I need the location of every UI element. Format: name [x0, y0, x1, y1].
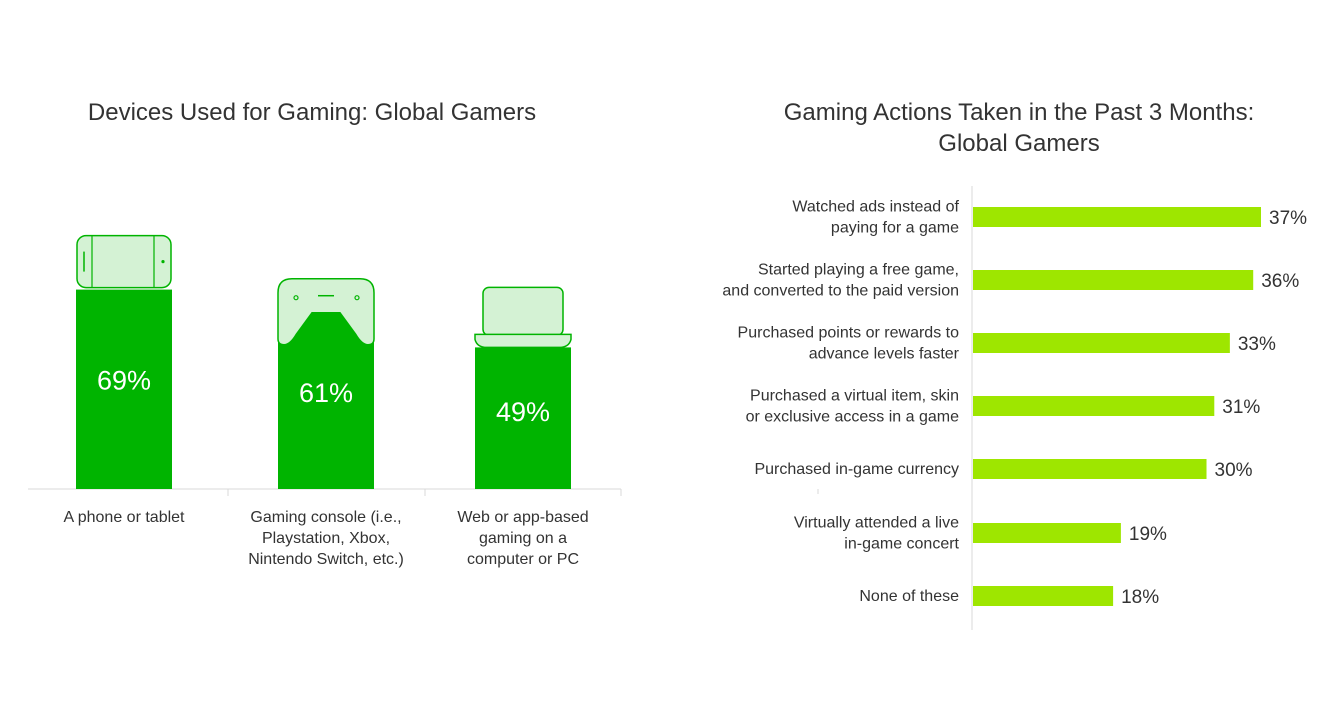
- device-bar: [475, 347, 571, 489]
- devices-chart-title: Devices Used for Gaming: Global Gamers: [88, 99, 536, 126]
- phone-icon: [76, 234, 172, 289]
- device-bar: [278, 312, 374, 489]
- actions-chart-title: Gaming Actions Taken in the Past 3 Month…: [784, 99, 1254, 157]
- action-bar: [973, 523, 1121, 543]
- device-bar-value: 49%: [496, 397, 550, 427]
- action-bar: [973, 270, 1254, 290]
- action-bar-value: 18%: [1121, 587, 1159, 608]
- device-bar-value: 61%: [299, 378, 353, 408]
- action-category-label: Purchased in-game currency: [754, 461, 959, 478]
- actions-chart: Gaming Actions Taken in the Past 3 Month…: [722, 99, 1307, 630]
- action-category-label: Purchased points or rewards to advance le…: [738, 325, 960, 363]
- action-category-label: Started playing a free game, and converte…: [722, 262, 959, 300]
- devices-chart: Devices Used for Gaming: Global Gamers 6…: [28, 99, 622, 568]
- action-category-label: Virtually attended a live in-game concert: [794, 515, 960, 553]
- action-bar-value: 19%: [1129, 524, 1167, 545]
- laptop-icon: [474, 286, 572, 349]
- device-bar: [76, 289, 172, 489]
- action-bar: [973, 586, 1114, 606]
- action-bar: [973, 333, 1230, 353]
- action-bar-value: 36%: [1261, 271, 1299, 292]
- action-bar-value: 33%: [1238, 334, 1276, 355]
- action-bar-value: 30%: [1215, 460, 1253, 481]
- action-bar: [973, 396, 1215, 416]
- gamepad-icon: [277, 277, 375, 346]
- action-bar-value: 31%: [1222, 397, 1260, 418]
- action-bar: [973, 459, 1207, 479]
- device-category-label: Web or app-based gaming on a computer or P…: [457, 509, 588, 568]
- action-category-label: Purchased a virtual item, skin or exclusi…: [746, 388, 960, 426]
- device-category-label: A phone or tablet: [64, 509, 186, 526]
- device-category-label: Gaming console (i.e., Playstation, Xbox, N…: [248, 509, 404, 568]
- action-category-label: None of these: [859, 588, 959, 605]
- action-bar: [973, 207, 1261, 227]
- action-bar-value: 37%: [1269, 208, 1307, 229]
- device-bar-value: 69%: [97, 365, 151, 395]
- action-category-label: Watched ads instead of paying for a game: [792, 199, 959, 237]
